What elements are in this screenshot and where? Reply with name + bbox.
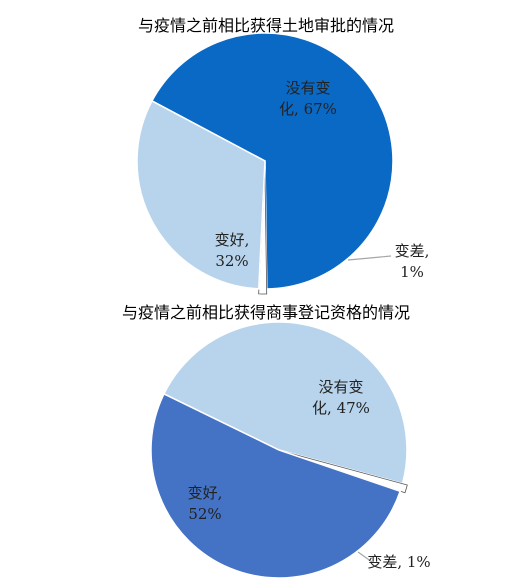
chart-2-slice-3-label: 变好, 52% <box>188 484 223 523</box>
chart-2-slice-1-label: 没有变化, 47% <box>312 378 370 417</box>
chart-2-slice-1 <box>162 321 408 485</box>
chart-1-leader-line <box>347 255 392 261</box>
chart-1-slice-3-label: 变好, 32% <box>215 231 250 270</box>
chart-1-slice-2-outline <box>258 165 268 295</box>
chart-2-slice-2-outline <box>283 451 408 494</box>
chart-2-slice-2-label: 变差, 1% <box>367 553 430 571</box>
chart-2-title: 与疫情之前相比获得商事登记资格的情况 <box>121 303 410 322</box>
chart-2-leader-line <box>357 551 373 563</box>
chart-1-slice-2-label: 变差, 1% <box>395 242 430 281</box>
chart-1-title: 与疫情之前相比获得土地审批的情况 <box>137 16 394 35</box>
chart-2-slice-3 <box>150 392 402 579</box>
chart-1-slice-3 <box>136 99 266 290</box>
chart-1-slice-1 <box>150 32 394 290</box>
chart-1-slice-1-label: 没有变化, 67% <box>279 79 337 118</box>
